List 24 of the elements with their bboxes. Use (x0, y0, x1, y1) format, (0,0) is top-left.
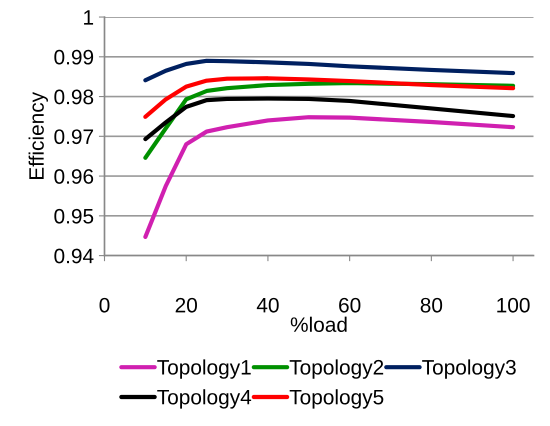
x-tick-label: 0 (100, 298, 110, 313)
y-tick-label: 0.99 (54, 50, 94, 65)
legend-label: Topology3 (422, 359, 516, 379)
legend-label: Topology1 (157, 359, 251, 379)
y-axis-title: Efficiency (28, 92, 48, 180)
x-tick-label: 60 (339, 298, 360, 313)
x-tick-label: 20 (176, 298, 197, 313)
y-tick-label: 0.94 (54, 248, 94, 264)
legend-label: Topology5 (290, 389, 384, 409)
legend-label: Topology4 (157, 389, 252, 409)
line-series (143, 76, 516, 119)
y-tick-label: 0.96 (54, 169, 94, 184)
x-tick-label: 40 (256, 298, 279, 313)
y-tick-label: 0.98 (54, 90, 94, 104)
y-tick-label: 1 (84, 10, 94, 25)
x-axis-title: %load (290, 316, 347, 332)
y-tick-label: 0.95 (54, 208, 94, 224)
y-tick-label: 0.97 (54, 129, 94, 144)
x-tick-label: 100 (497, 298, 530, 313)
x-tick-label: 80 (420, 298, 442, 313)
line-series (143, 58, 516, 82)
legend-label: Topology2 (290, 359, 384, 379)
line-series (143, 96, 516, 142)
line-series (143, 115, 516, 239)
